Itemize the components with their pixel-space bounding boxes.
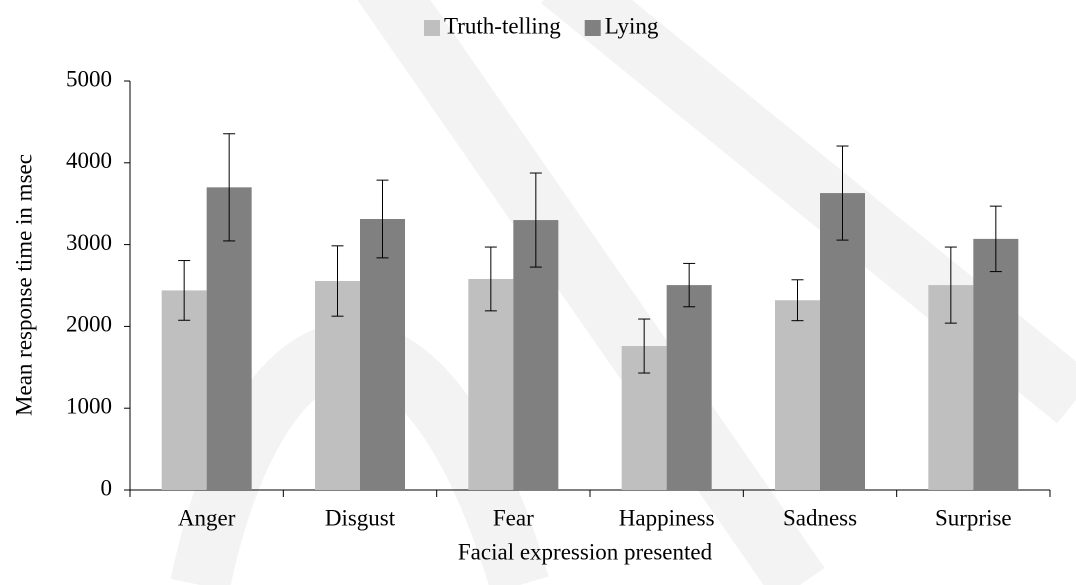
x-tick-label: Happiness: [619, 505, 715, 530]
legend-swatch: [584, 20, 601, 36]
watermark-stroke: [357, 0, 825, 585]
x-tick-label: Surprise: [935, 505, 1012, 530]
y-tick-label: 5000: [66, 66, 112, 91]
legend-label: Truth-telling: [444, 13, 561, 38]
bar: [973, 238, 1019, 490]
bar: [820, 193, 865, 491]
y-tick-label: 4000: [66, 148, 112, 173]
bar: [775, 300, 820, 490]
x-tick-label: Disgust: [325, 505, 396, 530]
x-tick-label: Sadness: [783, 505, 857, 530]
x-tick-label: Fear: [493, 505, 534, 530]
bar: [360, 218, 405, 491]
y-tick-label: 2000: [66, 312, 112, 337]
y-tick-label: 3000: [66, 230, 112, 255]
bar: [666, 285, 712, 490]
bar: [468, 278, 514, 490]
x-tick-label: Anger: [178, 505, 236, 530]
y-tick-label: 0: [101, 475, 113, 500]
y-axis-title: Mean response time in msec: [11, 154, 36, 416]
bar: [161, 290, 207, 490]
y-tick-label: 1000: [66, 393, 112, 418]
x-axis-title: Facial expression presented: [458, 539, 713, 564]
legend-swatch: [424, 20, 440, 36]
legend-label: Lying: [605, 13, 659, 38]
